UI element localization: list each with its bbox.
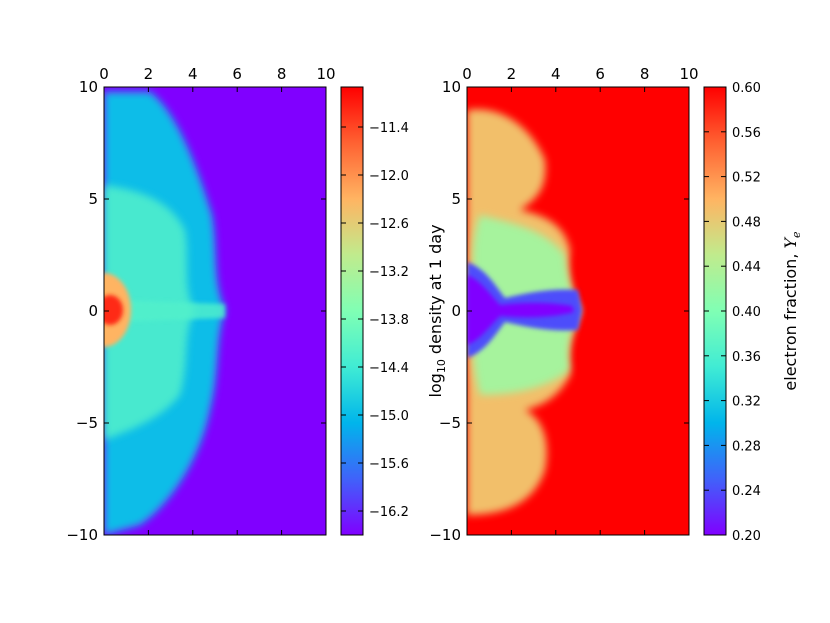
ye-ytick-label: 0 bbox=[451, 302, 461, 320]
density-cbtick-label: −16.2 bbox=[369, 505, 409, 520]
ye-cbtick-label: 0.28 bbox=[732, 439, 761, 454]
ye-xtick-label: 6 bbox=[595, 65, 605, 83]
density-panel: 0 2 4 6 8 10 10 5 0 −5 −10 bbox=[66, 65, 335, 544]
density-xtick-label: 4 bbox=[188, 65, 198, 83]
density-jet bbox=[110, 300, 225, 322]
density-ytick-label: −5 bbox=[76, 414, 98, 432]
ye-cbtick-label: 0.24 bbox=[732, 484, 761, 499]
density-cbtick-label: −12.0 bbox=[369, 169, 409, 184]
density-cbtick-label: −15.0 bbox=[369, 409, 409, 424]
ye-cbtick-label: 0.60 bbox=[732, 81, 761, 96]
ye-ytick-label: 10 bbox=[442, 78, 461, 96]
density-cbtick-label: −11.4 bbox=[369, 121, 409, 136]
ye-cbtick-label: 0.44 bbox=[732, 260, 761, 275]
density-center bbox=[104, 295, 123, 325]
ye-panel: 0 2 4 6 8 10 10 5 0 −5 −10 bbox=[429, 65, 698, 544]
density-cbtick-label: −13.8 bbox=[369, 313, 409, 328]
ye-xtick-label: 4 bbox=[551, 65, 561, 83]
ye-cbtick-label: 0.52 bbox=[732, 171, 761, 186]
ye-cbtick-label: 0.56 bbox=[732, 126, 761, 141]
ye-xtick-label: 0 bbox=[462, 65, 472, 83]
ye-colorbar-label: electron fraction, Ye bbox=[781, 231, 803, 391]
density-xtick-label: 10 bbox=[316, 65, 335, 83]
ye-x-ticks: 0 2 4 6 8 10 bbox=[462, 65, 699, 535]
density-ytick-label: 0 bbox=[88, 302, 98, 320]
ye-jet-core bbox=[467, 275, 574, 345]
ye-ytick-label: −10 bbox=[429, 526, 461, 544]
density-xtick-label: 6 bbox=[232, 65, 242, 83]
ye-cbtick-label: 0.20 bbox=[732, 529, 761, 544]
ye-xtick-label: 2 bbox=[507, 65, 517, 83]
density-colorbar-gradient bbox=[340, 86, 364, 536]
ye-colorbar: 0.60 0.56 0.52 0.48 0.44 0.40 0.36 0.32 0.28 0.24… bbox=[703, 81, 803, 544]
density-cbtick-label: −12.6 bbox=[369, 217, 409, 232]
ye-ytick-label: −5 bbox=[439, 414, 461, 432]
density-ytick-label: −10 bbox=[66, 526, 98, 544]
ye-ytick-label: 5 bbox=[451, 190, 461, 208]
ye-xtick-label: 8 bbox=[640, 65, 650, 83]
ye-y-ticks: 10 5 0 −5 −10 bbox=[429, 78, 689, 544]
density-xtick-label: 0 bbox=[99, 65, 109, 83]
density-x-ticks: 0 2 4 6 8 10 bbox=[99, 65, 336, 535]
density-ytick-label: 10 bbox=[79, 78, 98, 96]
density-xtick-label: 8 bbox=[277, 65, 287, 83]
density-colorbar: −11.4 −12.0 −12.6 −13.2 −13.8 −14.4 −15.0 −15.6… bbox=[340, 86, 448, 536]
ye-cbtick-label: 0.36 bbox=[732, 350, 761, 365]
density-cbtick-label: −15.6 bbox=[369, 457, 409, 472]
density-y-ticks: 10 5 0 −5 −10 bbox=[66, 78, 326, 544]
ye-xtick-label: 10 bbox=[679, 65, 698, 83]
density-cbtick-label: −13.2 bbox=[369, 265, 409, 280]
ye-colorbar-ticks: 0.60 0.56 0.52 0.48 0.44 0.40 0.36 0.32 0.28 0.24… bbox=[704, 81, 761, 544]
density-xtick-label: 2 bbox=[144, 65, 154, 83]
density-colorbar-ticks: −11.4 −12.0 −12.6 −13.2 −13.8 −14.4 −15.0 −15.6… bbox=[341, 121, 409, 520]
ye-cbtick-label: 0.32 bbox=[732, 395, 761, 410]
ye-cbtick-label: 0.48 bbox=[732, 215, 761, 230]
density-ytick-label: 5 bbox=[88, 190, 98, 208]
density-cbtick-label: −14.4 bbox=[369, 361, 409, 376]
density-colorbar-label: log10 density at 1 day bbox=[426, 224, 448, 397]
ye-cbtick-label: 0.40 bbox=[732, 305, 761, 320]
